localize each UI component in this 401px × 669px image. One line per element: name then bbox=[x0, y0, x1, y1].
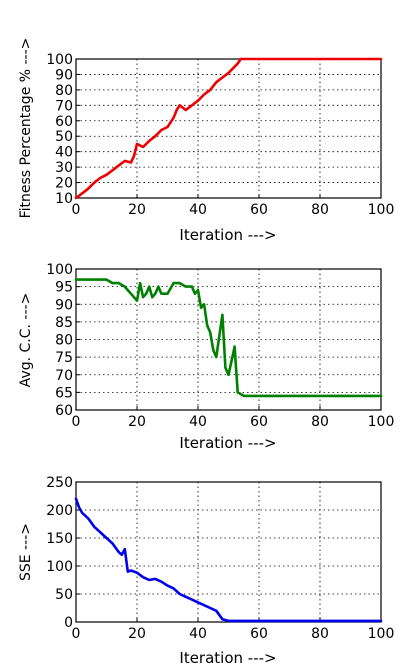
sse-y-ticks: 0 50 100 150 200 250 bbox=[46, 475, 80, 631]
sse-y-tick-label: 150 bbox=[46, 531, 73, 547]
sse-x-tick-label: 0 bbox=[72, 626, 81, 642]
avg-cc-x-tick-label: 80 bbox=[311, 414, 329, 430]
sse-x-tick-label: 40 bbox=[189, 626, 207, 642]
fitness-grid bbox=[76, 59, 381, 198]
fitness-x-tick-label: 20 bbox=[128, 202, 146, 218]
fitness-y-tick-label: 60 bbox=[55, 114, 73, 130]
sse-x-tick-label: 100 bbox=[368, 626, 395, 642]
avg-cc-grid bbox=[76, 269, 381, 410]
sse-y-tick-label: 200 bbox=[46, 503, 73, 519]
fitness-y-tick-label: 80 bbox=[55, 83, 73, 99]
sse-x-axis-label: Iteration ---> bbox=[179, 649, 276, 667]
sse-grid bbox=[76, 482, 381, 622]
sse-x-tick-label: 20 bbox=[128, 626, 146, 642]
sse-x-tick-label: 60 bbox=[250, 626, 268, 642]
fitness-x-tick-label: 100 bbox=[368, 202, 395, 218]
sse-series-line bbox=[74, 497, 383, 623]
avg-cc-x-tick-label: 100 bbox=[368, 414, 395, 430]
fitness-series-line bbox=[74, 57, 383, 200]
fitness-y-tick-label: 30 bbox=[55, 160, 73, 176]
fitness-y-tick-label: 10 bbox=[55, 191, 73, 207]
fitness-x-tick-label: 60 bbox=[250, 202, 268, 218]
avg-cc-y-tick-label: 60 bbox=[55, 403, 73, 419]
avg-cc-x-ticks: 0 20 40 60 80 100 bbox=[72, 406, 395, 430]
sse-y-axis-label: SSE ---> bbox=[18, 523, 34, 581]
fitness-x-tick-label: 40 bbox=[189, 202, 207, 218]
avg-cc-y-tick-label: 70 bbox=[55, 368, 73, 384]
fitness-y-tick-label: 50 bbox=[55, 129, 73, 145]
fitness-y-tick-label: 90 bbox=[55, 67, 73, 83]
fitness-y-axis-label: Fitness Percentage % ---> bbox=[18, 38, 34, 219]
avg-cc-x-tick-label: 20 bbox=[128, 414, 146, 430]
sse-y-tick-label: 0 bbox=[64, 615, 73, 631]
avg-cc-y-tick-label: 85 bbox=[55, 315, 73, 331]
avg-cc-x-tick-label: 60 bbox=[250, 414, 268, 430]
avg-cc-y-axis-label: Avg. C.C. ---> bbox=[18, 293, 34, 388]
fitness-y-tick-label: 20 bbox=[55, 176, 73, 192]
sse-plot-frame bbox=[75, 481, 382, 623]
avg-cc-x-axis-label: Iteration ---> bbox=[179, 434, 276, 452]
sse-x-ticks: 0 20 40 60 80 100 bbox=[72, 618, 395, 642]
avg-cc-y-tick-label: 95 bbox=[55, 280, 73, 296]
fitness-y-tick-label: 40 bbox=[55, 145, 73, 161]
sse-x-tick-label: 80 bbox=[311, 626, 329, 642]
fitness-y-tick-label: 70 bbox=[55, 98, 73, 114]
avg-cc-y-tick-label: 65 bbox=[55, 385, 73, 401]
fitness-plot-frame bbox=[75, 58, 382, 199]
avg-cc-y-tick-label: 80 bbox=[55, 333, 73, 349]
fitness-x-tick-label: 0 bbox=[72, 202, 81, 218]
fitness-x-axis-label: Iteration ---> bbox=[179, 226, 276, 244]
avg-cc-series-line bbox=[74, 278, 383, 398]
sse-y-tick-label: 250 bbox=[46, 475, 73, 491]
avg-cc-y-tick-label: 100 bbox=[46, 262, 73, 278]
sse-y-tick-label: 100 bbox=[46, 559, 73, 575]
avg-cc-y-tick-label: 90 bbox=[55, 297, 73, 313]
avg-cc-x-tick-label: 0 bbox=[72, 414, 81, 430]
fitness-y-tick-label: 100 bbox=[46, 52, 73, 68]
avg-cc-y-tick-label: 75 bbox=[55, 350, 73, 366]
sse-chart: 0 20 40 60 80 100 0 50 100 150 200 250 Iteration -… bbox=[18, 475, 394, 667]
avg-cc-x-tick-label: 40 bbox=[189, 414, 207, 430]
fitness-x-ticks: 0 20 40 60 80 100 bbox=[72, 194, 395, 218]
sse-y-tick-label: 50 bbox=[55, 587, 73, 603]
fitness-x-tick-label: 80 bbox=[311, 202, 329, 218]
